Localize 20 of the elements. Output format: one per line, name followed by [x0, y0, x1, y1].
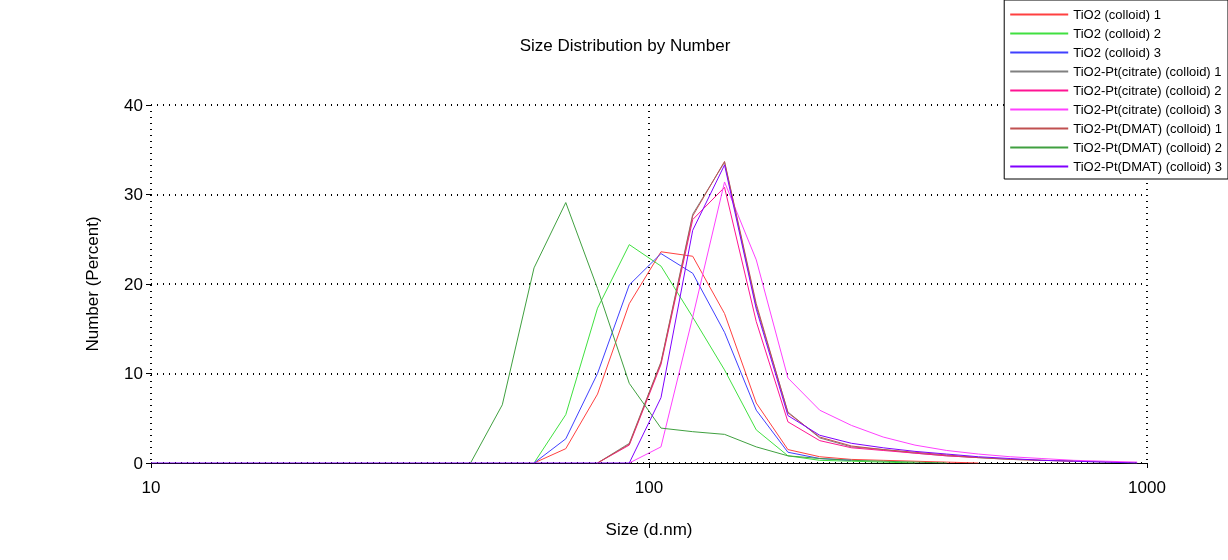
y-tick-label: 40: [124, 95, 143, 115]
legend-label: TiO2 (colloid) 2: [1073, 26, 1161, 41]
y-tick-label: 20: [124, 274, 143, 294]
legend-label: TiO2 (colloid) 3: [1073, 45, 1161, 60]
legend-label: TiO2-Pt(citrate) (colloid) 2: [1073, 83, 1222, 98]
y-tick-label: 30: [124, 185, 143, 204]
legend-label: TiO2 (colloid) 1: [1073, 7, 1161, 22]
chart-title: Size Distribution by Number: [519, 36, 731, 55]
x-tick-label: 1000: [1128, 478, 1166, 497]
x-tick-label: 10: [141, 478, 161, 497]
x-axis-title: Size (d.nm): [605, 520, 693, 539]
x-tick-label: 100: [634, 478, 664, 497]
legend-label: TiO2-Pt(DMAT) (colloid) 1: [1073, 121, 1223, 136]
legend-label: TiO2-Pt(DMAT) (colloid) 2: [1073, 140, 1223, 155]
legend-label: TiO2-Pt(DMAT) (colloid) 3: [1073, 159, 1223, 174]
legend-label: TiO2-Pt(citrate) (colloid) 3: [1073, 102, 1222, 117]
y-tick-label: 0: [133, 453, 143, 473]
legend-label: TiO2-Pt(citrate) (colloid) 1: [1073, 64, 1222, 79]
y-axis-title: Number (Percent): [83, 216, 102, 352]
y-tick-label: 10: [124, 364, 143, 383]
